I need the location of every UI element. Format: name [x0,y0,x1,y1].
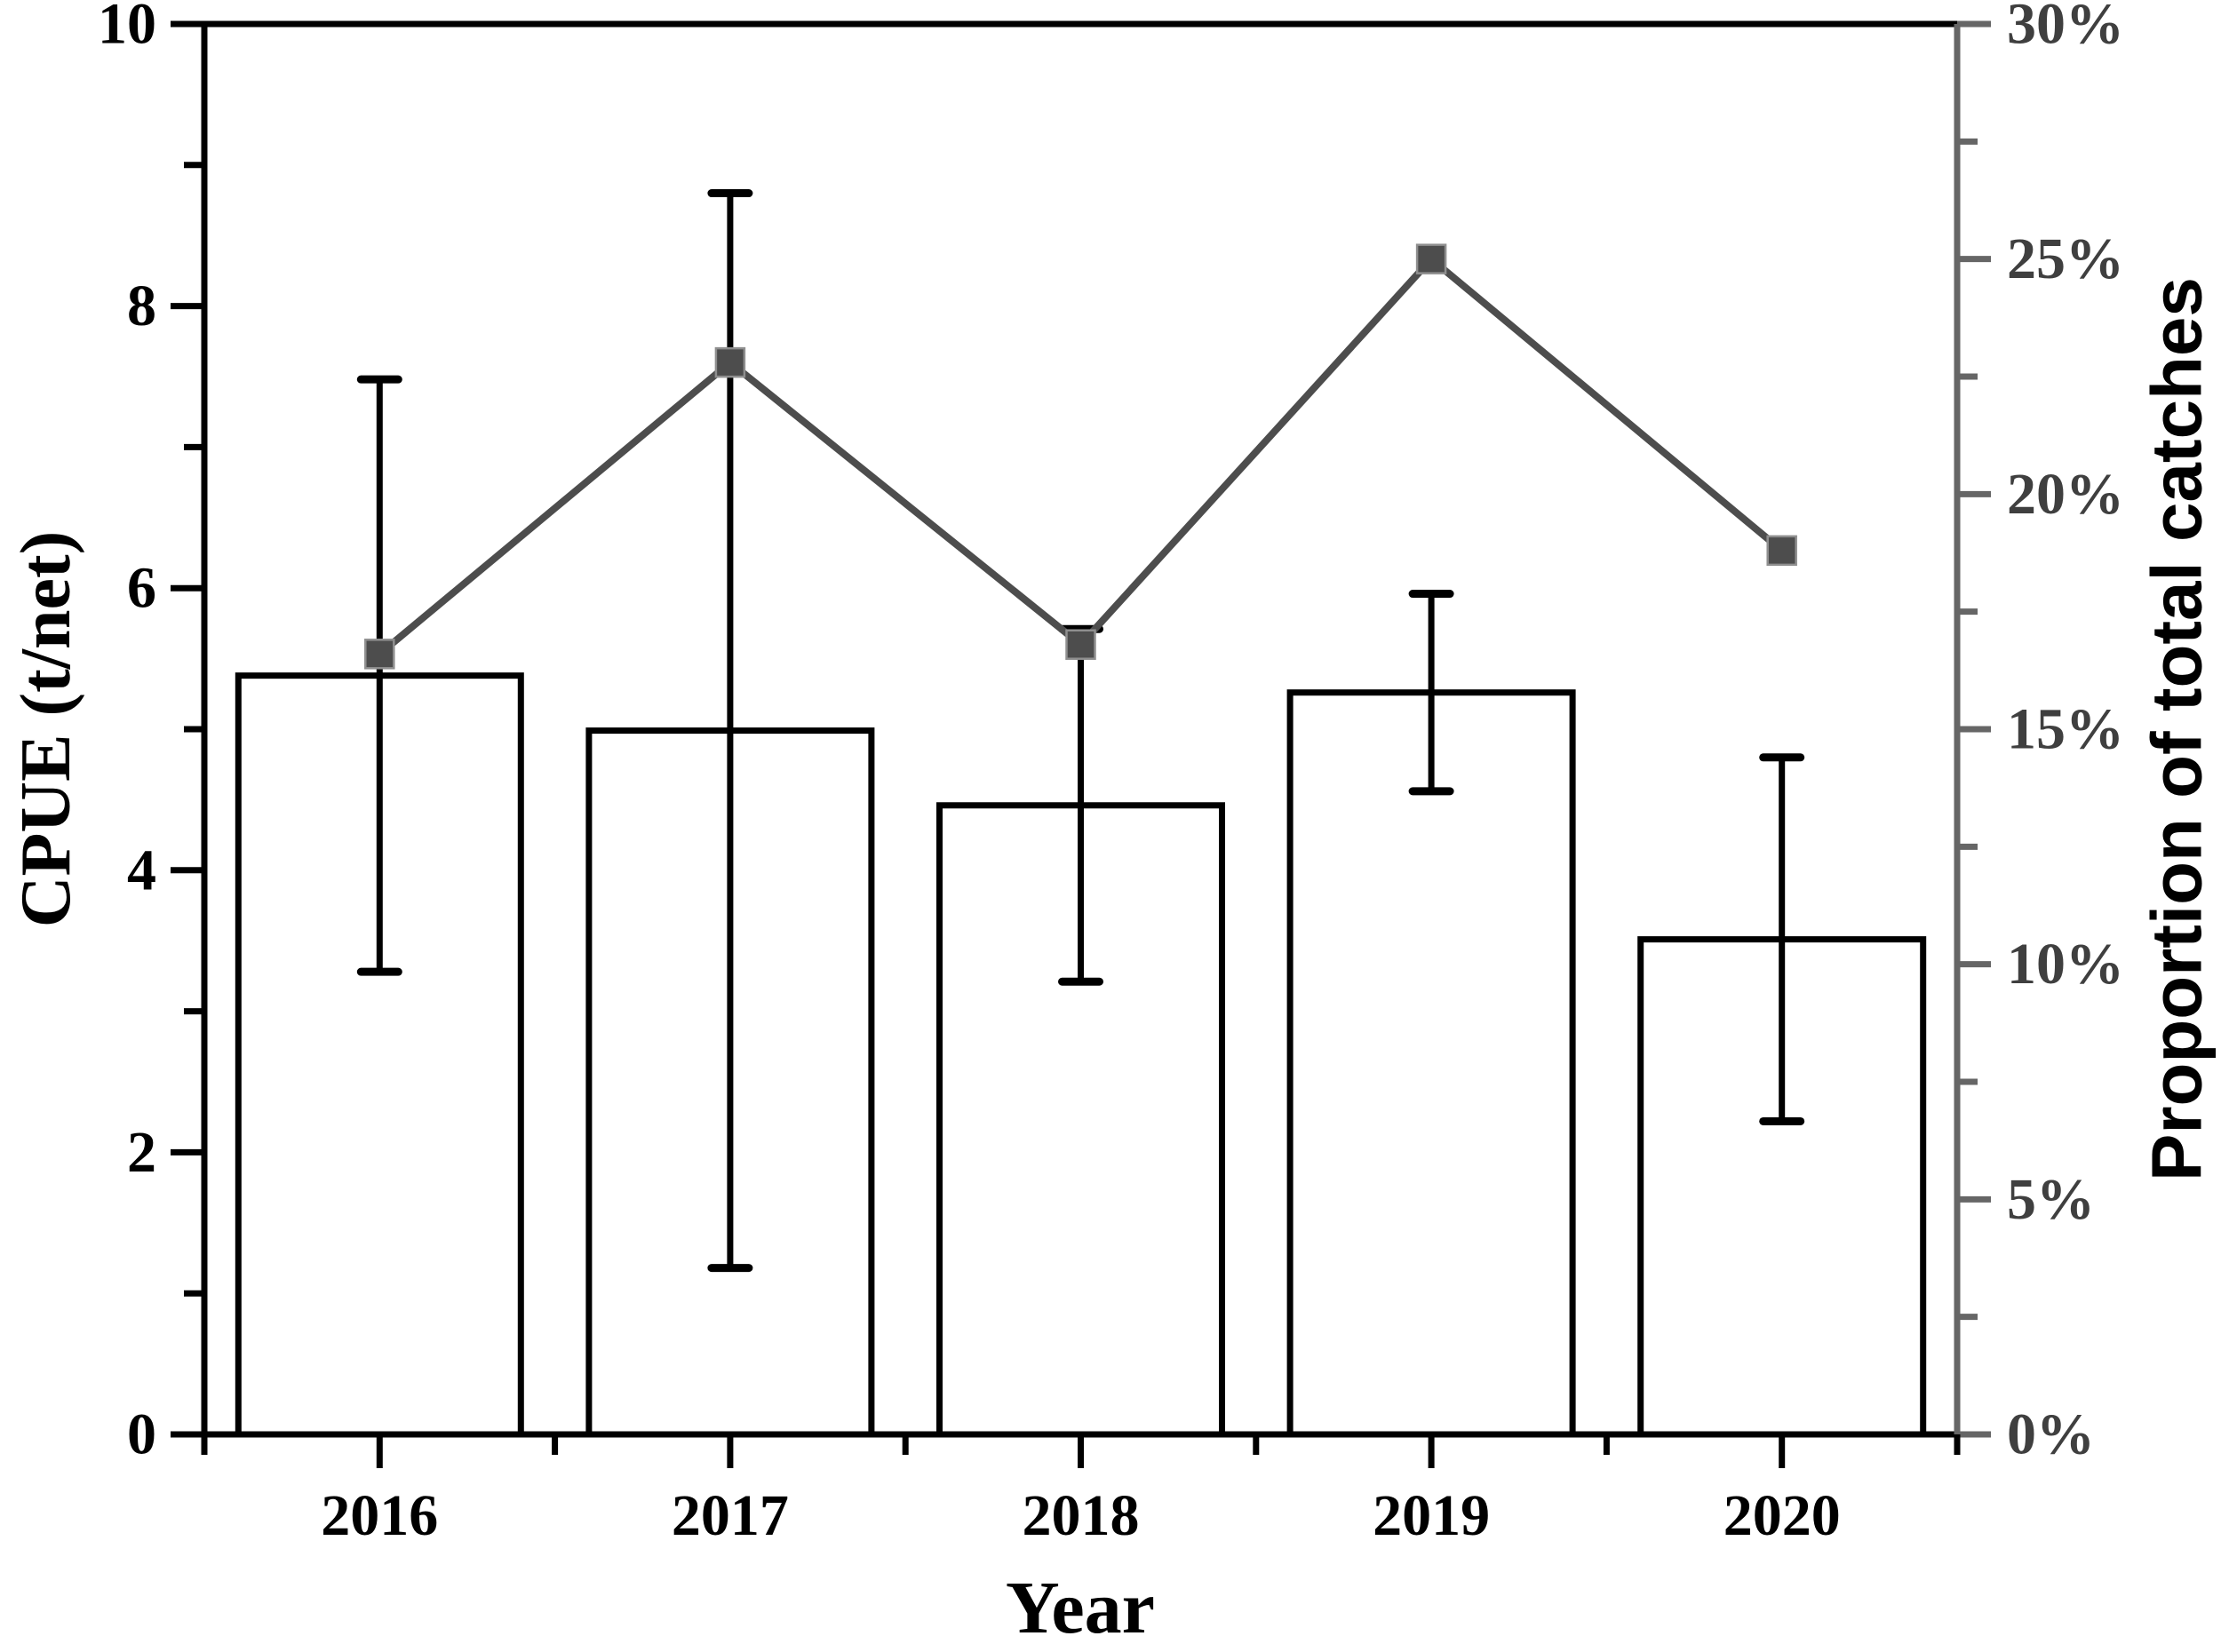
left-axis-tick-label: 2 [127,1120,156,1185]
y-axis-title-right: Proportion of total catches [2137,277,2217,1181]
y-axis-title-left: CPUE (t/net) [7,531,85,928]
x-axis-title: Year [1006,1567,1155,1649]
right-axis-tick-label: 30% [2007,0,2124,57]
proportion-marker-2018 [1065,629,1096,660]
x-tick-label-2016: 2016 [321,1483,438,1548]
x-tick-label-2020: 2020 [1723,1483,1841,1548]
proportion-marker-2019 [1415,243,1447,274]
left-axis-tick-label: 6 [127,556,156,621]
left-axis-tick-label: 4 [127,838,156,902]
x-tick-label-2019: 2019 [1373,1483,1490,1548]
proportion-line [377,254,1785,657]
left-axis-tick-label: 8 [127,274,156,338]
right-axis-tick-label: 20% [2007,462,2124,527]
cpue-bar-2020 [1637,936,1927,1438]
proportion-marker-2020 [1766,535,1797,567]
right-axis-tick-label: 25% [2007,226,2124,291]
x-tick-label-2017: 2017 [672,1483,789,1548]
cpue-bar-2019 [1286,689,1576,1438]
x-tick-label-2018: 2018 [1023,1483,1140,1548]
left-axis-tick-label: 10 [98,0,156,57]
proportion-marker-2016 [364,639,395,670]
proportion-marker-2017 [714,346,746,378]
right-axis-tick-label: 15% [2007,697,2124,762]
right-axis-tick-label: 10% [2007,932,2124,997]
right-axis-tick-label: 0% [2007,1402,2095,1467]
left-axis-tick-label: 0 [127,1402,156,1467]
right-axis-tick-label: 5% [2007,1167,2095,1232]
